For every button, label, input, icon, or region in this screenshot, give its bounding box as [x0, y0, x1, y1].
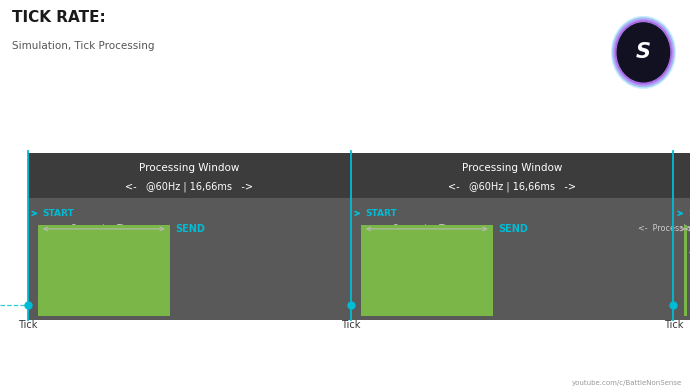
Text: Tick: Tick — [18, 320, 37, 330]
Circle shape — [614, 19, 673, 85]
Text: <-  Processing Time  ->: <- Processing Time -> — [57, 224, 151, 234]
Bar — [673, 153, 690, 198]
Bar — [351, 198, 673, 320]
Text: -Run Simulation: -Run Simulation — [43, 248, 115, 257]
Bar — [684, 225, 687, 316]
Text: <-  Processing Time  ->: <- Processing Time -> — [380, 224, 474, 234]
Text: <-  Processing Time  ->: <- Processing Time -> — [638, 224, 690, 234]
Text: START: START — [366, 209, 397, 218]
Text: S: S — [636, 42, 651, 62]
Text: Processing Window: Processing Window — [139, 163, 239, 173]
Circle shape — [615, 21, 671, 84]
Text: Tick: Tick — [341, 320, 360, 330]
Text: Simulation, Tick Processing: Simulation, Tick Processing — [12, 41, 155, 51]
Text: START: START — [689, 209, 690, 218]
Text: -Run ...: -Run ... — [689, 248, 690, 257]
Text: SEND: SEND — [498, 224, 528, 234]
Bar — [28, 198, 351, 320]
Text: <-   @60Hz | 16,66ms   ->: <- @60Hz | 16,66ms -> — [448, 181, 576, 192]
Text: youtube.com/c/BattleNonSense: youtube.com/c/BattleNonSense — [571, 380, 682, 386]
Bar — [28, 153, 351, 198]
Circle shape — [613, 18, 674, 87]
Bar — [673, 198, 690, 320]
Text: SEND: SEND — [175, 224, 205, 234]
Circle shape — [617, 23, 669, 82]
Circle shape — [611, 16, 676, 88]
Text: TICK RATE:: TICK RATE: — [12, 10, 106, 25]
Text: -Run Simulation: -Run Simulation — [366, 248, 438, 257]
Bar — [38, 225, 170, 316]
Bar — [361, 225, 493, 316]
Text: <-   @60Hz | 16,66ms   ->: <- @60Hz | 16,66ms -> — [125, 181, 253, 192]
Text: START: START — [43, 209, 75, 218]
Text: -Process received data: -Process received data — [43, 227, 146, 236]
Text: -Proc...: -Proc... — [689, 227, 690, 236]
Text: -Process received data: -Process received data — [366, 227, 469, 236]
Bar — [351, 153, 673, 198]
Text: Processing Window: Processing Window — [462, 163, 562, 173]
Text: Tick: Tick — [664, 320, 683, 330]
